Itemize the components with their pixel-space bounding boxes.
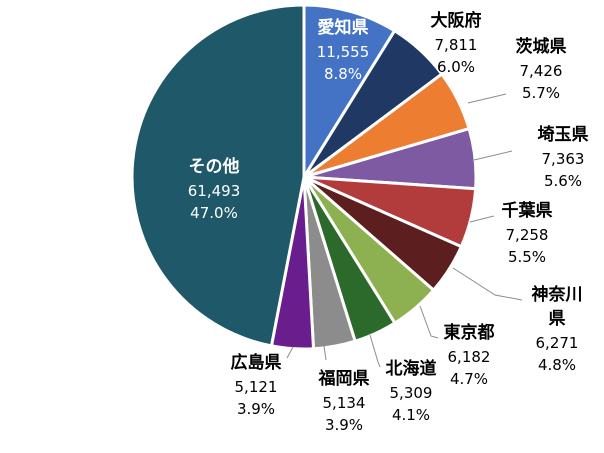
data-label-name: 北海道 [386, 358, 437, 379]
data-label-name: 埼玉県 [538, 124, 589, 145]
data-label-name: 千葉県 [502, 200, 553, 221]
data-label-value: 5,134 [323, 394, 366, 412]
leader-lines [286, 93, 523, 368]
data-label-percent: 5.7% [522, 84, 560, 102]
leader-line [452, 267, 523, 301]
data-label-value: 61,493 [188, 182, 241, 200]
data-label-percent: 6.0% [437, 58, 475, 76]
data-label: 神奈川県 6,271 4.8% [532, 284, 583, 374]
data-label: 東京都 6,182 4.7% [444, 322, 495, 388]
data-label: 埼玉県 7,363 5.6% [538, 124, 589, 190]
leader-line [473, 150, 513, 161]
data-label-value: 7,811 [435, 36, 478, 54]
data-label-value: 7,426 [520, 62, 563, 80]
leader-line [419, 305, 439, 339]
data-label: 広島県 5,121 3.9% [231, 352, 282, 418]
pie-slice [302, 3, 397, 183]
data-label-name: 大阪府 [431, 10, 482, 31]
data-label-percent: 4.8% [538, 356, 576, 374]
data-label: 北海道 5,309 4.1% [386, 358, 437, 424]
leader-line [369, 334, 381, 368]
data-label: 福岡県 5,134 3.9% [318, 368, 370, 434]
pie-slice [130, 3, 306, 348]
data-label-percent: 5.6% [544, 172, 582, 190]
data-label: 愛知県 11,555 8.8% [317, 17, 370, 83]
data-label-percent: 3.9% [237, 400, 275, 418]
data-label-name: 神奈川 [532, 284, 583, 305]
data-labels: 愛知県 11,555 8.8% 大阪府 7,811 6.0% 茨城県 7,426 5.7% 埼玉県… [188, 10, 589, 434]
data-label-value: 5,309 [390, 384, 433, 402]
data-label-value: 11,555 [317, 43, 370, 61]
data-label: その他 61,493 47.0% [188, 156, 241, 222]
data-label-name: 福岡県 [318, 368, 370, 389]
data-label-percent: 47.0% [190, 204, 238, 222]
data-label-percent: 4.7% [450, 370, 488, 388]
leader-line [323, 345, 327, 361]
leader-line [469, 215, 495, 223]
data-label-percent: 4.1% [392, 406, 430, 424]
data-label-name: 愛知県 [318, 17, 369, 38]
data-label-percent: 8.8% [324, 65, 362, 83]
data-label: 大阪府 7,811 6.0% [431, 10, 482, 76]
data-label-name: 県 [549, 309, 566, 329]
data-label: 茨城県 7,426 5.7% [516, 36, 567, 102]
data-label-name: その他 [189, 156, 240, 177]
data-label-percent: 3.9% [325, 416, 363, 434]
data-label-name: 東京都 [444, 322, 495, 343]
data-label-name: 広島県 [231, 352, 282, 373]
data-label-value: 6,271 [536, 334, 579, 352]
data-label-value: 7,258 [506, 226, 549, 244]
leader-line [286, 346, 294, 359]
pie-slices [130, 3, 478, 351]
data-label-value: 5,121 [235, 378, 278, 396]
leader-line [467, 93, 507, 104]
data-label-value: 6,182 [448, 348, 491, 366]
data-label-percent: 5.5% [508, 248, 546, 266]
data-label-name: 茨城県 [516, 36, 567, 57]
data-label: 千葉県 7,258 5.5% [502, 200, 553, 266]
data-label-value: 7,363 [542, 150, 585, 168]
